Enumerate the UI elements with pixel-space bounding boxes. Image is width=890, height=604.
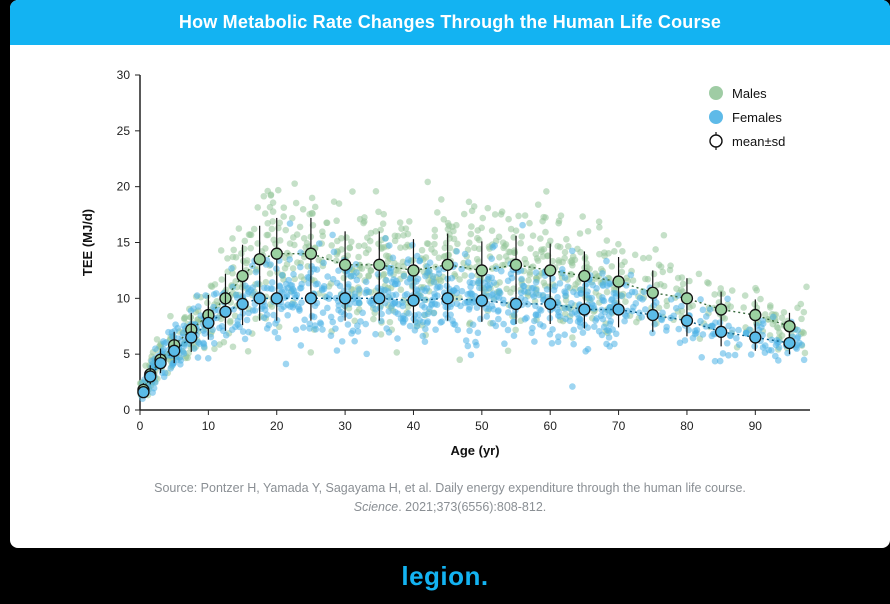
- footer: legion.: [0, 548, 890, 604]
- svg-text:Females: Females: [732, 110, 782, 125]
- svg-text:10: 10: [117, 291, 131, 305]
- svg-text:30: 30: [338, 419, 352, 433]
- source-suffix: . 2021;373(6556):808-812.: [398, 500, 546, 514]
- scatter-plot: 0 5 10 15 20 25 30 0 10 20 30 40 50 60 70 80 90 Age (yr) T…: [70, 65, 830, 465]
- svg-text:20: 20: [117, 180, 131, 194]
- svg-text:0: 0: [123, 403, 130, 417]
- svg-text:70: 70: [612, 419, 626, 433]
- brand-logo: legion.: [401, 561, 488, 592]
- svg-text:15: 15: [117, 236, 131, 250]
- svg-text:25: 25: [117, 124, 131, 138]
- logo-dot-icon: .: [481, 561, 489, 591]
- svg-text:60: 60: [544, 419, 558, 433]
- chart-title: How Metabolic Rate Changes Through the H…: [10, 0, 890, 45]
- source-citation: Source: Pontzer H, Yamada Y, Sagayama H,…: [10, 479, 890, 517]
- svg-text:90: 90: [749, 419, 763, 433]
- svg-text:0: 0: [137, 419, 144, 433]
- chart-card: How Metabolic Rate Changes Through the H…: [10, 0, 890, 548]
- svg-text:50: 50: [475, 419, 489, 433]
- svg-text:20: 20: [270, 419, 284, 433]
- svg-text:Age (yr): Age (yr): [450, 443, 499, 458]
- svg-text:40: 40: [407, 419, 421, 433]
- svg-text:Males: Males: [732, 86, 767, 101]
- svg-text:TEE (MJ/d): TEE (MJ/d): [80, 209, 95, 276]
- svg-text:mean±sd: mean±sd: [732, 134, 785, 149]
- svg-text:5: 5: [123, 347, 130, 361]
- plot-area: 0 5 10 15 20 25 30 0 10 20 30 40 50 60 70 80 90 Age (yr) T…: [70, 65, 830, 465]
- svg-text:10: 10: [202, 419, 216, 433]
- svg-text:80: 80: [680, 419, 694, 433]
- svg-text:30: 30: [117, 68, 131, 82]
- source-journal: Science: [354, 500, 398, 514]
- source-text: Source: Pontzer H, Yamada Y, Sagayama H,…: [154, 481, 746, 495]
